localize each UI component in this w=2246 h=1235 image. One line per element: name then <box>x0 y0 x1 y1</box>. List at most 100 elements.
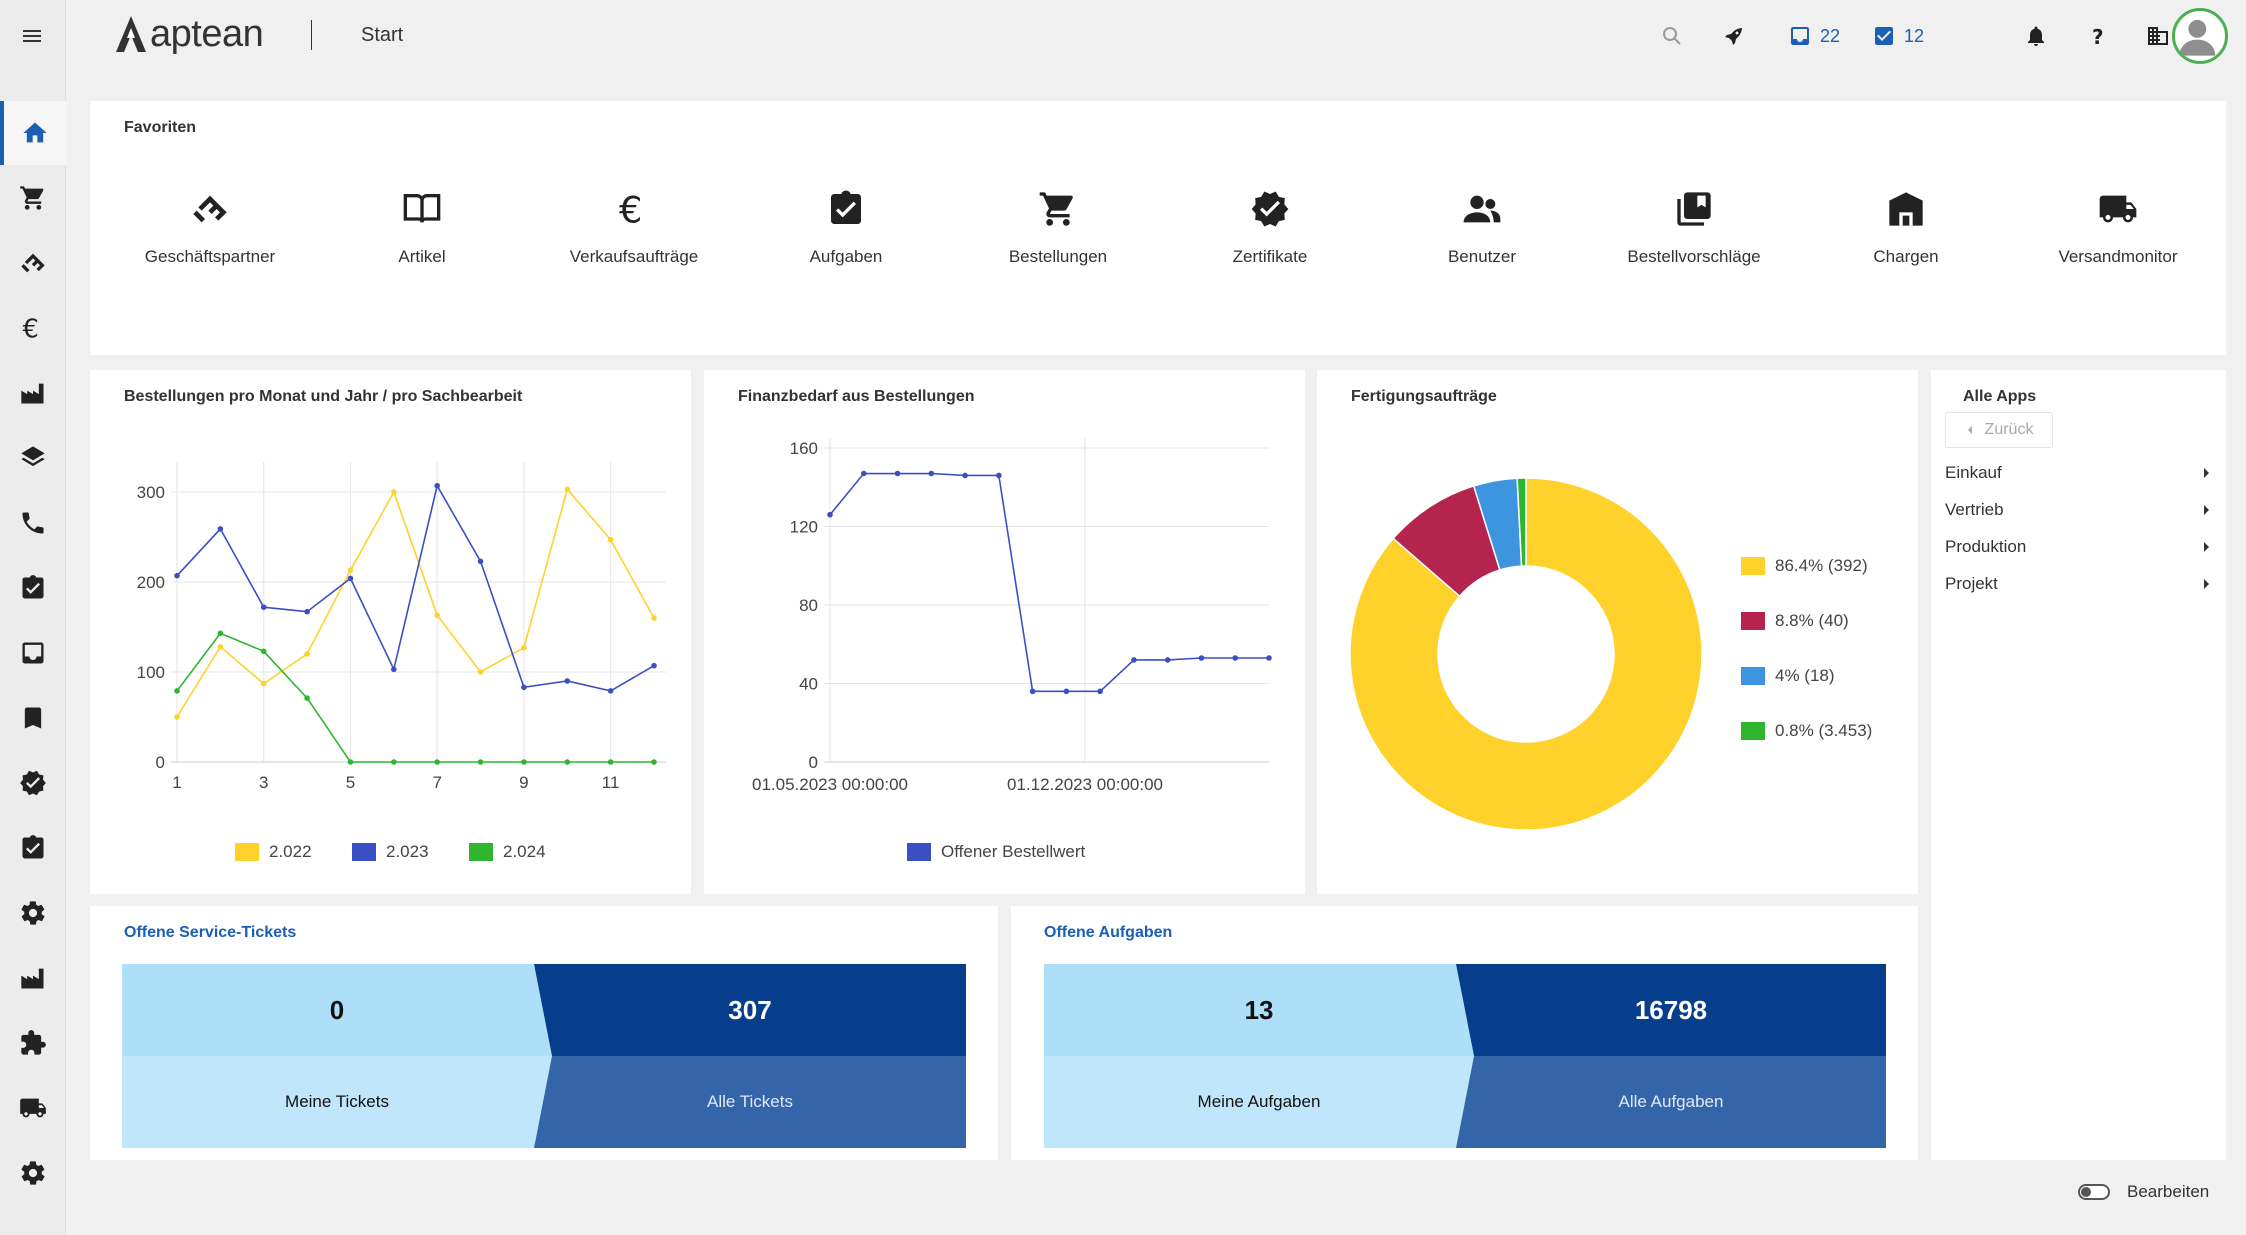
sidebar-item-settings[interactable] <box>0 881 66 945</box>
legend-item[interactable]: 2.022 <box>235 842 312 862</box>
sidebar: € <box>0 0 66 1235</box>
data-point <box>217 526 224 532</box>
my-tickets-tile[interactable]: 0 Meine Tickets <box>122 964 552 1148</box>
all-tickets-tile[interactable]: 307 Alle Tickets <box>534 964 966 1148</box>
favorite-clipboard-check[interactable]: Aufgaben <box>741 181 951 267</box>
help-button[interactable]: ? <box>2086 22 2110 50</box>
sidebar-item-factory[interactable] <box>0 946 66 1010</box>
all-tasks-tile[interactable]: 16798 Alle Aufgaben <box>1456 964 1886 1148</box>
y-tick-label: 0 <box>156 753 165 772</box>
legend-item[interactable]: 2.023 <box>352 842 429 862</box>
favorite-users[interactable]: Benutzer <box>1377 181 1587 267</box>
truck-icon <box>20 1098 46 1118</box>
favorite-label: Zertifikate <box>1232 247 1308 266</box>
building-icon <box>2148 27 2168 45</box>
legend-item[interactable]: 86.4% (392) <box>1741 556 1868 576</box>
orders-chart-title: Bestellungen pro Monat und Jahr / pro Sa… <box>124 388 523 405</box>
x-tick-label: 1 <box>172 773 181 792</box>
search-button[interactable] <box>1660 22 1684 50</box>
x-tick-label: 11 <box>602 773 620 792</box>
favorite-label: Versandmonitor <box>2058 247 2178 266</box>
clipboard-check-icon <box>831 190 861 224</box>
legend-swatch <box>907 843 931 861</box>
sidebar-item-checklist[interactable] <box>0 816 66 880</box>
sidebar-item-admin[interactable] <box>0 1141 66 1205</box>
favorite-warehouse[interactable]: Chargen <box>1801 181 2011 267</box>
edit-label: Bearbeiten <box>2127 1182 2210 1201</box>
app-category-label: Vertrieb <box>1945 500 2004 519</box>
service-tickets-card: Offene Service-Tickets 0 Meine Tickets 3… <box>90 906 998 1160</box>
quick-launch-button[interactable] <box>1722 22 1746 50</box>
caret-right-icon <box>2204 468 2209 478</box>
aptean-logo[interactable]: aptean <box>114 12 264 56</box>
legend-swatch <box>352 843 376 861</box>
favorite-verified[interactable]: Zertifikate <box>1165 181 1375 267</box>
data-point <box>477 558 484 565</box>
data-point <box>434 482 440 489</box>
favorite-label: Artikel <box>398 247 446 266</box>
favorite-truck[interactable]: Versandmonitor <box>2013 181 2223 267</box>
sidebar-item-layers[interactable] <box>0 426 66 490</box>
favorite-euro[interactable]: € Verkaufsaufträge <box>529 181 739 267</box>
data-point <box>217 630 224 637</box>
notifications-button[interactable] <box>2024 22 2048 50</box>
sidebar-item-partners[interactable] <box>0 231 66 295</box>
my-tasks-tile[interactable]: 13 Meine Aufgaben <box>1044 964 1474 1148</box>
sidebar-item-production[interactable] <box>0 361 66 425</box>
all-tickets-label: Alle Tickets <box>534 1056 966 1148</box>
sidebar-item-certificates[interactable] <box>0 751 66 815</box>
edit-toggle[interactable] <box>2078 1184 2110 1200</box>
series-line-2.023 <box>176 483 655 692</box>
app-category-produktion[interactable]: Produktion <box>1945 532 2215 562</box>
finance-chart-card: Finanzbedarf aus Bestellungen 0 40 80 120 16… <box>704 370 1305 894</box>
data-point <box>860 470 867 477</box>
sidebar-item-purchasing[interactable] <box>0 166 66 230</box>
euro-icon: € <box>23 314 39 342</box>
header-divider <box>311 20 312 50</box>
production-chart-title: Fertigungsaufträge <box>1351 388 1497 405</box>
tasks-button[interactable]: 12 <box>1872 22 1924 50</box>
user-avatar[interactable] <box>2172 8 2228 64</box>
data-point <box>391 489 397 495</box>
data-point <box>962 472 968 479</box>
sidebar-item-bookmarks[interactable] <box>0 686 66 750</box>
y-tick-label: 40 <box>799 675 818 694</box>
app-category-einkauf[interactable]: Einkauf <box>1945 458 2215 488</box>
inbox-icon <box>1791 27 1809 45</box>
sidebar-item-sales[interactable]: € <box>0 296 66 360</box>
inbox-count: 22 <box>1820 25 1841 46</box>
data-point <box>434 759 440 765</box>
svg-text:?: ? <box>2092 25 2104 48</box>
favorite-cart[interactable]: Bestellungen <box>953 181 1163 267</box>
favorite-library-books[interactable]: Bestellvorschläge <box>1589 181 1799 267</box>
sidebar-item-shipping[interactable] <box>0 1076 66 1140</box>
sidebar-item-inbox[interactable] <box>0 621 66 685</box>
data-point <box>174 572 180 579</box>
open-tasks-card: Offene Aufgaben 13 Meine Aufgaben 16798 … <box>1011 906 1918 1160</box>
legend-swatch <box>1741 667 1765 685</box>
sidebar-item-extensions[interactable] <box>0 1011 66 1075</box>
aptean-logo-icon <box>116 16 146 52</box>
sidebar-item-tasks[interactable] <box>0 556 66 620</box>
sidebar-item-phone[interactable] <box>0 491 66 555</box>
data-point <box>260 680 267 687</box>
inbox-icon <box>22 642 44 664</box>
inbox-button[interactable]: 22 <box>1788 22 1840 50</box>
sidebar-item-home[interactable] <box>0 101 66 165</box>
legend-item[interactable]: 8.8% (40) <box>1741 611 1849 631</box>
favorite-handshake[interactable]: Geschäftspartner <box>105 181 315 267</box>
x-tick-label: 3 <box>259 773 268 792</box>
legend-item[interactable]: 4% (18) <box>1741 666 1835 686</box>
menu-icon[interactable] <box>20 24 44 48</box>
legend-item[interactable]: 0.8% (3.453) <box>1741 721 1872 741</box>
app-category-vertrieb[interactable]: Vertrieb <box>1945 495 2215 525</box>
app-category-projekt[interactable]: Projekt <box>1945 569 2215 599</box>
legend-label: 2.023 <box>386 842 429 861</box>
data-point <box>1198 655 1205 661</box>
legend-item[interactable]: 2.024 <box>469 842 546 862</box>
my-tickets-label: Meine Tickets <box>122 1056 552 1148</box>
data-point <box>607 759 614 765</box>
back-button[interactable]: Zurück <box>1945 412 2053 448</box>
legend-item[interactable]: Offener Bestellwert <box>907 842 1085 862</box>
favorite-book[interactable]: Artikel <box>317 181 527 267</box>
